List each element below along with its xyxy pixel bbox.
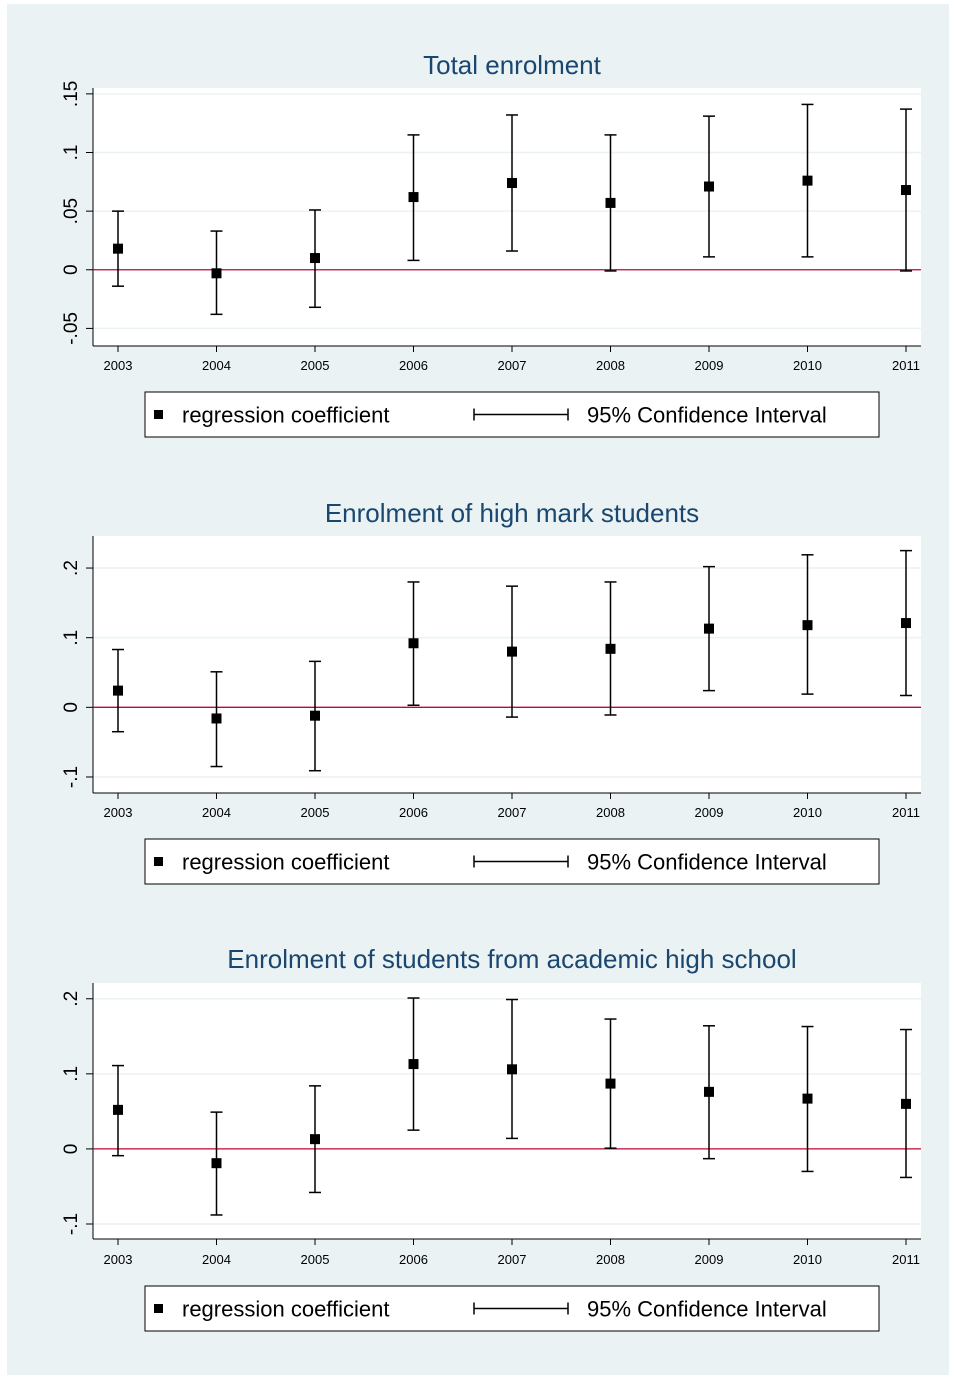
x-tick-label: 2010 [793, 805, 822, 820]
coefficient-marker [507, 1064, 517, 1075]
coefficient-marker [901, 185, 911, 196]
x-tick-label: 2003 [104, 358, 133, 373]
coefficient-marker [113, 1104, 123, 1115]
coefficient-marker [901, 618, 911, 629]
y-tick-label: .1 [61, 630, 82, 646]
x-tick-label: 2003 [104, 805, 133, 820]
x-tick-label: 2007 [498, 1252, 527, 1267]
coefficient-marker [408, 1059, 419, 1070]
legend-marker-symbol [154, 857, 163, 866]
x-tick-label: 2006 [399, 358, 428, 373]
plot-area [93, 536, 921, 793]
x-tick-label: 2008 [596, 805, 625, 820]
chart-panel-1: Total enrolment -.05 0 .05 .1 .15 2003 2004 2005… [61, 50, 921, 438]
x-tick-label: 2008 [596, 358, 625, 373]
coefficient-marker [211, 713, 222, 724]
x-tick-label: 2006 [399, 805, 428, 820]
coefficient-marker [310, 253, 320, 264]
chart-title: Enrolment of students from academic high… [227, 944, 796, 974]
coefficient-marker [605, 643, 616, 654]
x-tick-label: 2010 [793, 1252, 822, 1267]
coefficient-marker [802, 620, 813, 631]
y-tick-label: -.1 [61, 1213, 82, 1235]
legend-label: regression coefficient [182, 403, 390, 428]
y-tick-label: .2 [61, 560, 82, 576]
x-tick-label: 2009 [695, 805, 724, 820]
y-tick-label: .1 [61, 1066, 82, 1082]
y-tick-label: .15 [61, 81, 82, 107]
y-tick-label: 0 [61, 1144, 82, 1155]
x-tick-label: 2007 [498, 805, 527, 820]
x-tick-label: 2009 [695, 1252, 724, 1267]
x-tick-label: 2004 [202, 358, 231, 373]
x-tick-label: 2006 [399, 1252, 428, 1267]
coefficient-marker [802, 1093, 813, 1104]
legend-label: regression coefficient [182, 850, 390, 875]
coefficient-marker [113, 685, 123, 696]
coefficient-marker [605, 197, 616, 208]
coefficient-marker [507, 646, 517, 657]
coefficient-marker [211, 268, 222, 279]
x-tick-label: 2008 [596, 1252, 625, 1267]
chart-title: Enrolment of high mark students [325, 498, 699, 528]
coefficient-marker [802, 175, 813, 186]
coefficient-marker [408, 638, 419, 649]
y-tick-label: 0 [61, 264, 82, 275]
legend-label: 95% Confidence Interval [587, 850, 827, 875]
x-tick-label: 2005 [301, 805, 330, 820]
chart-title: Total enrolment [423, 50, 602, 80]
x-tick-label: 2005 [301, 1252, 330, 1267]
plot-area [93, 88, 921, 346]
legend: regression coefficient 95% Confidence Int… [144, 1285, 880, 1332]
legend-marker-symbol [154, 410, 163, 419]
x-tick-label: 2011 [892, 1252, 920, 1267]
chart-panel-3: Enrolment of students from academic high… [61, 944, 921, 1332]
legend: regression coefficient 95% Confidence Int… [144, 391, 880, 438]
legend-label: 95% Confidence Interval [587, 403, 827, 428]
x-tick-label: 2004 [202, 1252, 231, 1267]
coefficient-marker [704, 181, 714, 192]
chart-panel-2: Enrolment of high mark students -.1 0 .1 .2 2… [61, 498, 921, 885]
coefficient-marker [507, 177, 517, 188]
coefficient-marker [605, 1078, 616, 1089]
coefficient-marker [310, 710, 320, 721]
y-tick-label: -.1 [61, 766, 82, 788]
x-tick-label: 2011 [892, 805, 920, 820]
coefficient-marker [408, 192, 419, 203]
legend-label: regression coefficient [182, 1297, 390, 1322]
coefficient-marker [704, 623, 714, 634]
coefficient-marker [113, 243, 123, 254]
x-tick-label: 2011 [892, 358, 920, 373]
legend-label: 95% Confidence Interval [587, 1297, 827, 1322]
x-tick-label: 2007 [498, 358, 527, 373]
plot-area [93, 983, 921, 1239]
coefficient-marker [901, 1098, 911, 1109]
x-tick-label: 2010 [793, 358, 822, 373]
coefficient-marker [310, 1134, 320, 1145]
y-tick-label: 0 [61, 702, 82, 713]
legend: regression coefficient 95% Confidence Int… [144, 838, 880, 885]
y-tick-label: .1 [61, 145, 82, 161]
x-tick-label: 2005 [301, 358, 330, 373]
y-tick-label: -.05 [61, 312, 82, 345]
x-tick-label: 2004 [202, 805, 231, 820]
x-tick-label: 2003 [104, 1252, 133, 1267]
x-tick-label: 2009 [695, 358, 724, 373]
legend-marker-symbol [154, 1304, 163, 1313]
coefficient-marker [211, 1158, 222, 1169]
coefficient-marker [704, 1086, 714, 1097]
y-tick-label: .2 [61, 991, 82, 1007]
y-tick-label: .05 [61, 198, 82, 224]
